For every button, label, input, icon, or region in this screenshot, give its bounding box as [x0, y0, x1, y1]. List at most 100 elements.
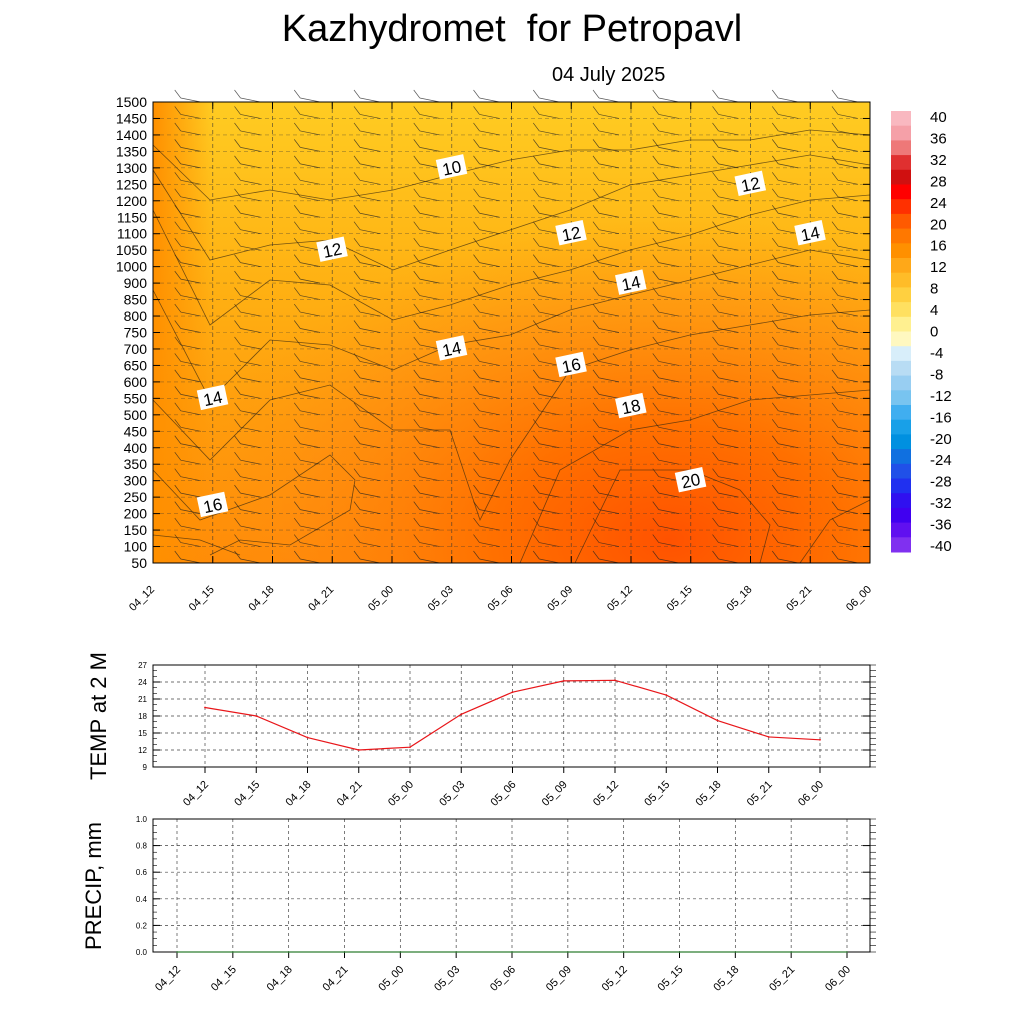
colorbar-swatch — [891, 463, 911, 479]
contour-label-text: 14 — [202, 388, 224, 411]
wind-barb — [293, 402, 321, 416]
wind-barb — [831, 435, 859, 449]
wind-barb — [592, 501, 620, 514]
wind-barb — [353, 452, 381, 465]
precip-point — [176, 951, 178, 953]
x-tick-label: 05_12 — [591, 779, 621, 809]
temp-point — [819, 738, 821, 741]
wind-barb — [473, 205, 500, 218]
wind-barb — [353, 369, 381, 383]
wind-barb — [353, 106, 381, 119]
y-tick-label: 1100 — [117, 226, 147, 242]
wind-barb — [473, 122, 500, 136]
wind-barb — [293, 419, 321, 432]
x-tick-label: 06_00 — [796, 779, 826, 809]
y-tick-label: 1300 — [116, 160, 147, 176]
wind-barb — [473, 155, 500, 169]
wind-barb — [771, 155, 799, 169]
wind-barb — [831, 106, 859, 119]
colorbar-swatch — [891, 419, 911, 435]
colorbar-swatch — [891, 346, 911, 362]
x-tick-label: 05_00 — [376, 964, 406, 994]
wind-barb — [174, 172, 201, 185]
wind-barb — [532, 336, 560, 350]
wind-barb — [592, 205, 620, 218]
y-tick-label: 24 — [138, 678, 147, 687]
x-tick-label: 05_12 — [600, 964, 630, 994]
x-tick-label: 05_18 — [725, 584, 755, 614]
wind-barb — [532, 452, 560, 465]
colorbar-swatch — [891, 140, 911, 156]
precip-point — [846, 951, 848, 953]
colorbar-label: -28 — [930, 474, 952, 491]
y-tick-label: 0.2 — [136, 921, 148, 930]
contour-label-box — [794, 220, 826, 246]
wind-barb — [771, 89, 799, 103]
colorbar-swatch — [891, 199, 911, 215]
wind-barb — [831, 550, 859, 564]
wind-barb — [771, 106, 799, 119]
wind-barb — [473, 550, 500, 564]
contour-label: 14 — [435, 335, 468, 361]
y-tick-label: 1200 — [116, 193, 147, 209]
y-tick-label: 900 — [124, 275, 148, 291]
colorbar-label: 4 — [930, 302, 938, 319]
wind-barb — [353, 435, 381, 449]
wind-barb — [532, 221, 560, 235]
wind-barb — [652, 172, 679, 185]
wind-barb — [473, 419, 500, 432]
wind-barb — [712, 254, 739, 267]
temp-point — [460, 713, 463, 716]
wind-barb — [831, 254, 859, 267]
wind-barb — [831, 320, 859, 333]
wind-barb — [413, 122, 440, 136]
wind-barb — [532, 122, 560, 136]
wind-barb — [771, 353, 799, 366]
wind-barb — [353, 155, 381, 169]
wind-barb — [473, 452, 500, 465]
temp-point — [511, 691, 514, 694]
y-tick-label: 300 — [124, 473, 148, 489]
x-tick-label: 04_12 — [153, 964, 183, 994]
contour-label-box — [674, 467, 707, 493]
wind-barb — [234, 369, 261, 383]
temp-point — [357, 749, 360, 751]
temp-point — [409, 746, 411, 749]
x-tick-label: 04_15 — [232, 779, 262, 809]
contour-line — [574, 469, 771, 564]
precip-point — [678, 951, 681, 953]
wind-barb — [652, 419, 679, 432]
colorbar-swatch — [891, 478, 911, 494]
wind-barb — [771, 369, 799, 383]
x-tick-label: 05_18 — [711, 964, 741, 994]
x-tick-label: 05_15 — [665, 584, 695, 614]
wind-barb — [353, 386, 381, 399]
wind-barb — [592, 484, 620, 498]
wind-barb — [413, 353, 440, 366]
wind-barb — [293, 303, 321, 317]
wind-barb — [652, 534, 679, 547]
wind-barb — [473, 237, 500, 251]
wind-barb — [592, 188, 620, 202]
wind-barb — [532, 386, 560, 399]
precip-point — [790, 951, 792, 953]
colorbar-swatch — [891, 375, 911, 391]
wind-barb — [413, 386, 440, 399]
contour-label: 12 — [316, 236, 348, 262]
wind-barb — [592, 419, 620, 432]
wind-barb — [592, 122, 620, 136]
wind-barb — [652, 501, 679, 514]
wind-barb — [831, 353, 859, 366]
wind-barb — [413, 468, 440, 482]
wind-barb — [771, 452, 799, 465]
wind-barb — [353, 419, 381, 432]
wind-barb — [652, 270, 679, 284]
wind-barb — [771, 517, 799, 531]
wind-barb — [592, 221, 620, 235]
wind-barb — [712, 287, 739, 300]
wind-barb — [652, 435, 679, 449]
colorbar-swatch — [891, 522, 911, 538]
wind-barb — [592, 435, 620, 449]
precip-point — [511, 951, 513, 953]
wind-barb — [353, 517, 381, 531]
